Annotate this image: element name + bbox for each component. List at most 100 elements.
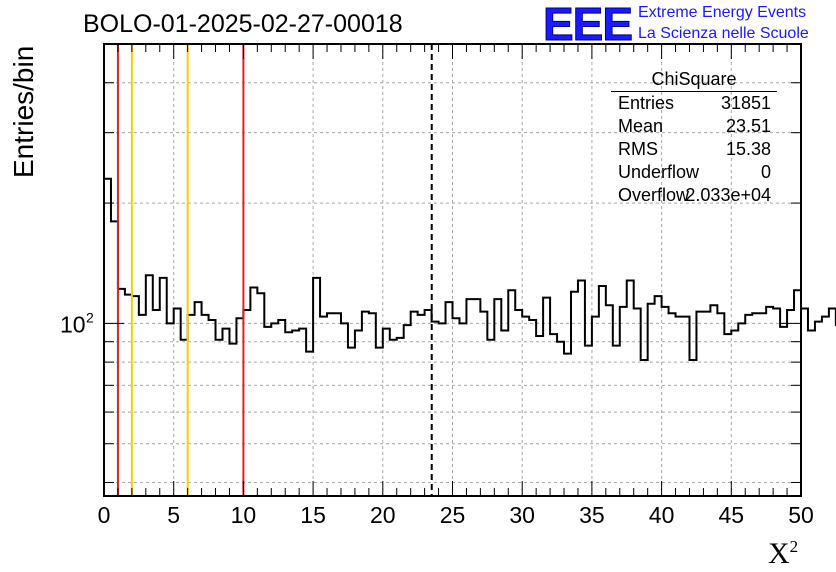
stats-box: ChiSquare Entries 31851 Mean 23.51 RMS 1… xyxy=(611,68,777,207)
histogram-bin xyxy=(132,296,139,496)
x-tick-label: 15 xyxy=(300,502,326,528)
histogram-bin xyxy=(585,346,592,496)
histogram-bin xyxy=(571,292,578,496)
histogram-bin xyxy=(801,308,808,496)
histogram-bin xyxy=(104,179,111,496)
histogram-bin xyxy=(662,307,669,496)
stat-value: 15.38 xyxy=(725,139,771,159)
x-tick-label: 0 xyxy=(98,502,111,528)
histogram-bin xyxy=(111,221,118,496)
histogram-bin xyxy=(376,348,383,496)
histogram-bin xyxy=(738,323,745,496)
histogram-bin xyxy=(404,325,411,496)
histogram-bin xyxy=(592,317,599,496)
stat-row-overflow: Overflow 2.033e+04 xyxy=(611,184,777,207)
x-tick-label: 20 xyxy=(370,502,396,528)
x-tick-label: 30 xyxy=(509,502,535,528)
histogram-bin xyxy=(683,317,690,496)
histogram-bin xyxy=(181,340,188,496)
histogram-bin xyxy=(306,352,313,496)
histogram-bin xyxy=(369,313,376,496)
stat-label: Overflow xyxy=(618,185,690,205)
eee-logo: EEE xyxy=(542,0,633,50)
histogram-bin xyxy=(606,305,613,496)
histogram-bin xyxy=(480,312,487,496)
x-tick-label: 5 xyxy=(167,502,180,528)
histogram-bin xyxy=(766,307,773,496)
histogram-bin xyxy=(236,318,243,496)
histogram-bin xyxy=(334,313,341,496)
histogram-bin xyxy=(536,336,543,496)
y-tick-label-exp: 2 xyxy=(86,309,94,325)
x-axis-label-exp: 2 xyxy=(789,537,799,556)
x-tick-label: 50 xyxy=(788,502,814,528)
logo-line-1: Extreme Energy Events xyxy=(638,4,807,21)
histogram-bin xyxy=(355,330,362,496)
stat-label: Mean xyxy=(618,116,664,136)
histogram-bin xyxy=(655,296,662,496)
histogram-bin xyxy=(696,312,703,496)
histogram-bin xyxy=(613,346,620,496)
histogram-bin xyxy=(564,354,571,496)
histogram-bin xyxy=(815,322,822,496)
histogram-bin xyxy=(453,318,460,496)
histogram-bin xyxy=(773,308,780,496)
stat-value: 2.033e+04 xyxy=(685,185,771,205)
histogram-bin xyxy=(411,312,418,496)
histogram-bin xyxy=(341,323,348,496)
x-tick-label: 10 xyxy=(231,502,257,528)
histogram-bin xyxy=(529,320,536,496)
histogram-bin xyxy=(229,344,236,496)
histogram-bin xyxy=(250,287,257,496)
histogram-bin xyxy=(487,340,494,496)
histogram-bin xyxy=(731,330,738,496)
x-tick-label: 25 xyxy=(440,502,466,528)
histogram-bin xyxy=(118,289,125,496)
histogram-bin xyxy=(717,313,724,496)
stat-row-rms: RMS 15.38 xyxy=(611,138,777,161)
histogram-bin xyxy=(195,302,202,496)
histogram-bin xyxy=(648,304,655,496)
histogram-bin xyxy=(620,307,627,496)
histogram-bin xyxy=(752,313,759,496)
histogram-bin xyxy=(160,278,167,496)
logo-line-2: La Scienza nelle Scuole xyxy=(638,25,809,42)
histogram-bin xyxy=(787,310,794,496)
histogram-bin xyxy=(446,302,453,496)
histogram-bin xyxy=(125,295,132,496)
stat-label: Underflow xyxy=(618,162,700,182)
histogram-bin xyxy=(397,338,404,496)
histogram-bin xyxy=(327,313,334,496)
histogram-bin xyxy=(543,298,550,496)
stat-value: 31851 xyxy=(720,93,771,113)
histogram-bin xyxy=(689,360,696,496)
histogram-bin xyxy=(669,313,676,496)
histogram-bin xyxy=(292,330,299,496)
histogram-bin xyxy=(425,310,432,496)
histogram-bin xyxy=(724,334,731,496)
histogram-bin xyxy=(710,305,717,496)
histogram-bin xyxy=(459,323,466,496)
histogram-bin xyxy=(627,281,634,496)
y-axis-label: Entries/bin xyxy=(8,45,39,178)
histogram-bin xyxy=(794,290,801,496)
stat-row-entries: Entries 31851 xyxy=(611,92,777,115)
reference-lines xyxy=(116,44,433,496)
histogram-bin xyxy=(822,317,829,496)
stat-label: RMS xyxy=(618,139,658,159)
histogram-outline xyxy=(104,177,836,361)
histogram-bin xyxy=(829,308,836,496)
histogram-bin xyxy=(439,323,446,496)
x-axis-label-base: X xyxy=(768,537,790,570)
histogram-bin xyxy=(599,286,606,496)
histogram-bin xyxy=(313,278,320,496)
histogram-bin xyxy=(174,308,181,496)
histogram-bin xyxy=(390,340,397,496)
stat-row-underflow: Underflow 0 xyxy=(611,161,777,184)
histogram xyxy=(104,177,836,496)
histogram-bin xyxy=(578,281,585,496)
x-axis-label: X2 xyxy=(768,537,798,571)
histogram-bin xyxy=(494,299,501,496)
x-tick-label: 40 xyxy=(649,502,675,528)
